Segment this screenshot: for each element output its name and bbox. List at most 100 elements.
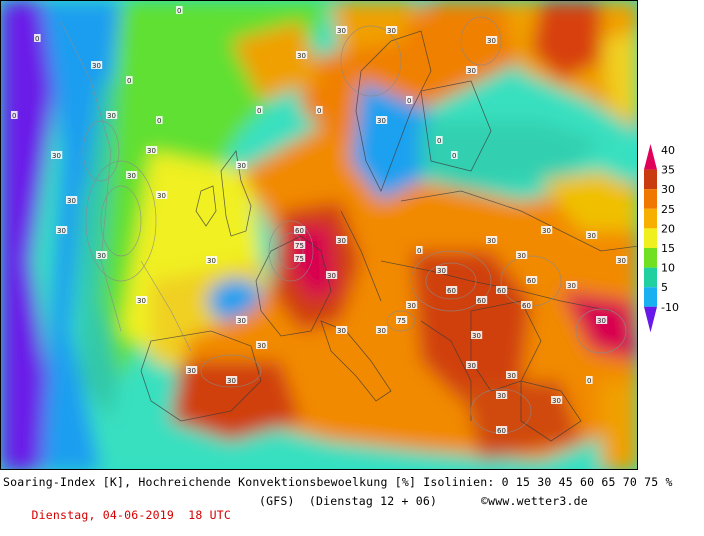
- contour-label: 30: [337, 27, 346, 35]
- contour-label: 30: [57, 227, 66, 235]
- contour-label-bg: [256, 341, 268, 349]
- contour-label-bg: [451, 151, 458, 159]
- contour-label-bg: [106, 111, 118, 119]
- contour-label: 30: [137, 297, 146, 305]
- contour-label: 30: [227, 377, 236, 385]
- contour-label-bg: [156, 191, 168, 199]
- contour-label: 30: [207, 257, 216, 265]
- contour-label: 30: [107, 112, 116, 120]
- contour-label-bg: [516, 251, 528, 259]
- contour-label-bg: [466, 361, 478, 369]
- contour-label: 0: [407, 97, 411, 105]
- contour-label: 30: [487, 37, 496, 45]
- legend-swatch: [644, 267, 657, 288]
- contour-label: 60: [295, 227, 304, 235]
- contour-label: 0: [257, 107, 261, 115]
- legend-swatch: [644, 189, 657, 209]
- contour-label-bg: [476, 296, 488, 304]
- contour-label: 30: [147, 147, 156, 155]
- contour-label-bg: [596, 316, 608, 324]
- contour-label: 60: [447, 287, 456, 295]
- contour-label-bg: [136, 296, 148, 304]
- legend-label: 35: [661, 164, 675, 177]
- contour-label-bg: [126, 76, 133, 84]
- contour-label: 30: [467, 362, 476, 370]
- contour-label-bg: [294, 226, 306, 234]
- legend-swatch: [644, 228, 657, 248]
- contour-label-bg: [294, 254, 306, 262]
- contour-label-bg: [176, 6, 183, 14]
- contour-label: 30: [187, 367, 196, 375]
- contour-label: 30: [617, 257, 626, 265]
- contour-label-bg: [206, 256, 218, 264]
- contour-label-bg: [376, 326, 388, 334]
- legend-swatch: [644, 208, 657, 229]
- contour-label-bg: [91, 61, 103, 69]
- contour-label-bg: [296, 51, 308, 59]
- contour-label: 30: [257, 342, 266, 350]
- contour-label-bg: [386, 26, 398, 34]
- contour-label: 30: [92, 62, 101, 70]
- contour-label: 60: [477, 297, 486, 305]
- contour-label-bg: [34, 34, 41, 42]
- legend-label: 25: [661, 203, 675, 216]
- contour-label-bg: [416, 246, 423, 254]
- weather-map: 30 30 30 0 0 30 30 30 0 30 30 60 30 30 0 30 30 60 75 30 30 0 3…: [0, 0, 638, 470]
- contour-label: 30: [542, 227, 551, 235]
- contour-label-bg: [336, 26, 348, 34]
- contour-label: 30: [127, 172, 136, 180]
- contour-label: 30: [387, 27, 396, 35]
- contour-label-bg: [436, 136, 443, 144]
- contour-label-bg: [336, 236, 348, 244]
- legend-swatch: [644, 144, 657, 170]
- contour-label: 0: [417, 247, 421, 255]
- contour-label-bg: [226, 376, 238, 384]
- contour-label: 30: [517, 252, 526, 260]
- contour-label-bg: [486, 236, 498, 244]
- contour-label-bg: [471, 331, 483, 339]
- legend-label: 40: [661, 144, 675, 157]
- contour-label: 30: [377, 117, 386, 125]
- contour-label: 30: [407, 302, 416, 310]
- contour-labels: 3030300030303003030603030030306075303003…: [11, 6, 628, 435]
- contour-label-bg: [541, 226, 553, 234]
- contour-label: 30: [507, 372, 516, 380]
- contour-label: 30: [472, 332, 481, 340]
- contour-label-bg: [294, 241, 306, 249]
- contour-label: 60: [497, 427, 506, 435]
- contour-label: 60: [497, 287, 506, 295]
- copyright-link[interactable]: ©www.wetter3.de: [481, 494, 588, 508]
- contour-label-bg: [146, 146, 158, 154]
- contour-label: 0: [157, 117, 161, 125]
- color-legend: 40 35 30 25 20 15 10 5 -10: [644, 144, 679, 333]
- contour-label-bg: [156, 116, 163, 124]
- contour-label: 60: [527, 277, 536, 285]
- legend-label: 30: [661, 183, 675, 196]
- contour-label: 0: [127, 77, 131, 85]
- legend-swatch: [644, 287, 657, 307]
- contour-label: 30: [297, 52, 306, 60]
- footer: Soaring-Index [K], Hochreichende Konvekt…: [0, 470, 704, 522]
- legend-label: 5: [661, 281, 668, 294]
- contour-label-bg: [436, 266, 448, 274]
- contour-label-bg: [616, 256, 628, 264]
- footer-info-line: Dienstag, 04-06-2019 18 UTC (GFS) (Dienst…: [3, 494, 588, 536]
- contour-label: 0: [587, 377, 591, 385]
- contour-label: 30: [237, 162, 246, 170]
- contour-label-bg: [506, 371, 518, 379]
- contour-label: 30: [497, 392, 506, 400]
- cloud-contours: [60, 16, 627, 434]
- forecast-date: Dienstag, 04-06-2019 18 UTC: [31, 508, 231, 522]
- contour-label: 30: [487, 237, 496, 245]
- contour-label-bg: [11, 111, 18, 119]
- legend-label: 10: [661, 262, 675, 275]
- contour-label: 30: [337, 327, 346, 335]
- contour-label-bg: [51, 151, 63, 159]
- contour-label: 30: [237, 317, 246, 325]
- contour-label-bg: [521, 301, 533, 309]
- contour-label: 30: [587, 232, 596, 240]
- contour-label: 30: [437, 267, 446, 275]
- contour-label-bg: [236, 316, 248, 324]
- contour-label-bg: [586, 231, 598, 239]
- contour-label: 30: [67, 197, 76, 205]
